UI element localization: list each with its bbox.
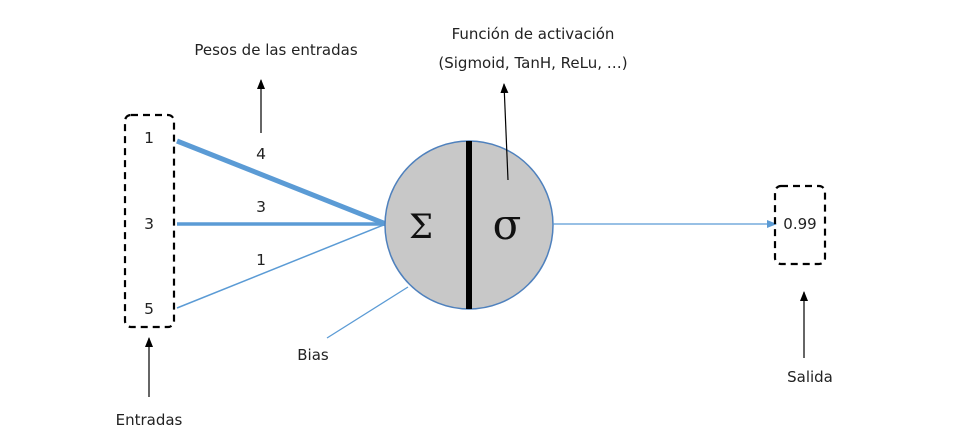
input-value-2: 3 xyxy=(144,215,154,233)
activation-caption-line1: Función de activación xyxy=(452,25,615,43)
weight-label-3: 1 xyxy=(256,251,266,269)
activation-caption-line2: (Sigmoid, TanH, ReLu, …) xyxy=(438,54,627,72)
inputs-caption: Entradas xyxy=(116,411,183,429)
connection-input-1 xyxy=(176,138,387,227)
inputs-box xyxy=(123,113,176,329)
bias-caption: Bias xyxy=(297,346,329,364)
activation-arrow xyxy=(500,83,509,181)
weight-label-1: 4 xyxy=(256,145,266,163)
sum-symbol: Σ xyxy=(409,207,433,247)
output-caption: Salida xyxy=(787,368,833,386)
activation-symbol: σ xyxy=(493,200,522,249)
output-box xyxy=(773,184,827,266)
input-value-1: 1 xyxy=(144,129,154,147)
output-value: 0.99 xyxy=(783,215,816,233)
connection-input-3 xyxy=(176,223,387,309)
weights-caption: Pesos de las entradas xyxy=(194,41,357,59)
input-value-3: 5 xyxy=(144,300,154,318)
weight-label-2: 3 xyxy=(256,198,266,216)
bias-line xyxy=(326,286,409,339)
